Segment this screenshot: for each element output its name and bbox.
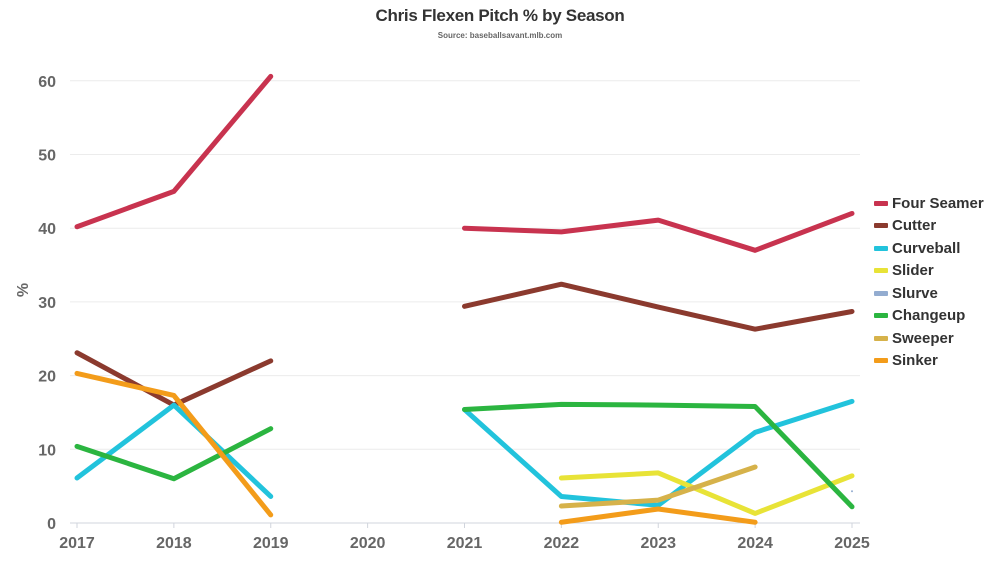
y-axis-label: % [15, 283, 32, 297]
legend-swatch-icon [874, 223, 888, 229]
y-tick-label: 20 [38, 369, 56, 386]
legend-item[interactable]: Sweeper [874, 327, 984, 350]
legend-swatch-icon [874, 200, 888, 206]
legend-item[interactable]: Slider [874, 260, 984, 283]
series-point [851, 490, 853, 493]
series-line [74, 73, 274, 230]
legend-item[interactable]: Cutter [874, 215, 984, 238]
series-line [462, 401, 855, 510]
legend-item[interactable]: Slurve [874, 282, 984, 305]
legend-swatch-icon [874, 268, 888, 274]
x-tick-label: 2023 [640, 535, 676, 552]
x-tick-label: 2017 [59, 535, 95, 552]
legend-swatch-icon [874, 245, 888, 251]
legend-swatch-icon [874, 290, 888, 296]
series-line [558, 470, 855, 516]
y-tick-label: 60 [38, 74, 56, 91]
legend-label: Sweeper [892, 329, 954, 347]
legend-swatch-icon [874, 358, 888, 364]
legend-item[interactable]: Sinker [874, 350, 984, 373]
series-line [462, 281, 855, 332]
y-tick-label: 30 [38, 295, 56, 312]
series-line [74, 426, 274, 482]
legend-label: Four Seamer [892, 194, 984, 212]
legend-label: Slurve [892, 284, 938, 302]
chart-subtitle: Source: baseballsavant.mlb.com [437, 31, 563, 40]
series-line [74, 370, 274, 518]
x-tick-label: 2020 [350, 535, 386, 552]
chart-title: Chris Flexen Pitch % by Season [375, 6, 625, 25]
series-line [74, 402, 274, 499]
legend-item[interactable]: Changeup [874, 305, 984, 328]
legend-label: Cutter [892, 217, 937, 235]
legend-swatch-icon [874, 313, 888, 319]
x-tick-label: 2021 [447, 535, 483, 552]
x-tick-label: 2022 [544, 535, 580, 552]
y-tick-label: 50 [38, 148, 56, 165]
series-line [558, 506, 758, 525]
y-tick-label: 10 [38, 442, 56, 459]
legend-label: Curveball [892, 239, 961, 257]
y-tick-label: 0 [47, 516, 56, 533]
series-line [558, 464, 758, 509]
legend-label: Slider [892, 262, 934, 280]
series-line [462, 398, 855, 508]
x-tick-label: 2019 [253, 535, 289, 552]
x-tick-label: 2024 [737, 535, 773, 552]
legend-swatch-icon [874, 335, 888, 341]
legend-label: Sinker [892, 352, 938, 370]
x-tick-label: 2018 [156, 535, 192, 552]
y-tick-label: 40 [38, 221, 56, 238]
series-line [462, 210, 855, 253]
legend: Four Seamer Cutter Curveball Slider Slurve Ch… [874, 192, 984, 372]
x-tick-label: 2025 [834, 535, 870, 552]
legend-label: Changeup [892, 307, 966, 325]
legend-item[interactable]: Four Seamer [874, 192, 984, 215]
legend-item[interactable]: Curveball [874, 237, 984, 260]
